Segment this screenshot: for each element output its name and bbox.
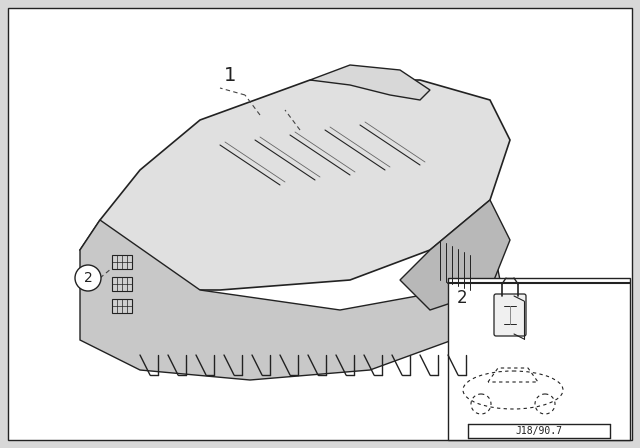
Text: 2: 2 <box>457 289 467 307</box>
Polygon shape <box>80 80 510 290</box>
Polygon shape <box>80 220 500 380</box>
Bar <box>112 255 132 269</box>
Text: J18/90.7: J18/90.7 <box>515 426 563 436</box>
Circle shape <box>75 265 101 291</box>
FancyBboxPatch shape <box>494 294 526 336</box>
Polygon shape <box>310 65 430 100</box>
Polygon shape <box>130 80 490 240</box>
FancyBboxPatch shape <box>8 8 632 440</box>
Bar <box>112 277 132 291</box>
Text: 2: 2 <box>84 271 92 285</box>
Text: 1: 1 <box>224 65 236 85</box>
FancyBboxPatch shape <box>448 278 630 440</box>
Polygon shape <box>400 200 510 310</box>
Bar <box>112 299 132 313</box>
